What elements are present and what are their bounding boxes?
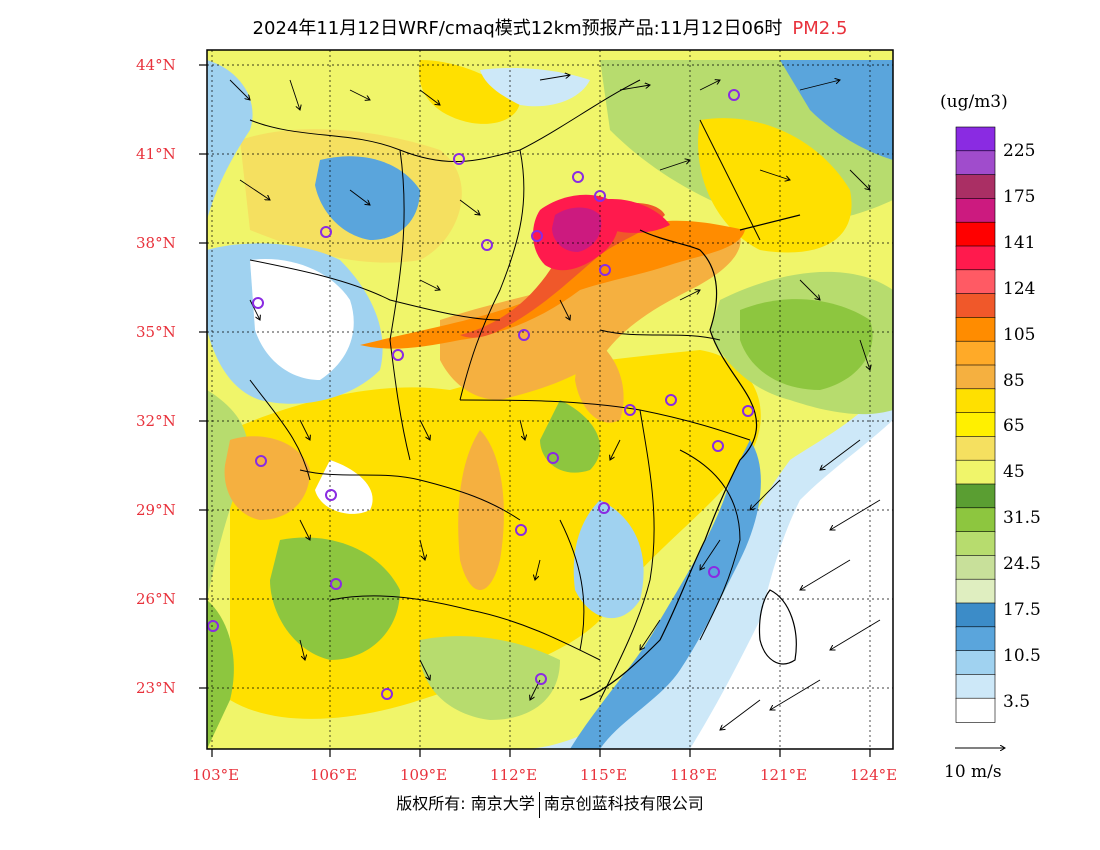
legend-label: 141 [1003,233,1036,253]
lon-label-115: 115°E [580,766,628,784]
legend-swatch [955,221,996,247]
legend-swatch [955,578,996,604]
legend-colorbar [955,126,996,723]
wind-scale-label: 10 m/s [944,762,1002,782]
lat-label-26: 26°N [136,590,176,608]
legend-unit: (ug/m3) [940,92,1008,112]
lat-label-35: 35°N [136,323,176,341]
legend-label: 124 [1003,279,1036,299]
lat-label-29: 29°N [136,501,176,519]
copyright-divider [538,791,540,818]
graticule [207,50,893,749]
legend-label: 24.5 [1003,554,1041,574]
legend-swatch [955,198,996,223]
wind-vectors [229,75,881,730]
legend-swatch [955,459,996,485]
copyright: 版权所有: 南京大学 南京创蓝科技有限公司 [0,790,1100,818]
legend-swatch [955,555,996,581]
legend-swatch [955,697,996,723]
legend-label: 225 [1003,141,1036,161]
legend-label: 3.5 [1003,692,1031,712]
legend-swatch [955,602,996,628]
legend-swatch [955,436,996,461]
title-main: 2024年11月12日WRF/cmaq模式12km预报产品:11月12日06时 [252,18,783,39]
lat-label-32: 32°N [136,412,176,430]
concentration-field [207,50,893,749]
legend-swatch [955,674,996,700]
province-boundaries [249,79,761,701]
legend-swatch [955,150,996,176]
title-pollutant: PM2.5 [792,18,848,39]
legend-label: 31.5 [1003,508,1041,528]
lon-label-103: 103°E [192,766,240,784]
city-markers [207,89,754,700]
lon-label-118: 118°E [670,766,718,784]
copyright-right: 南京创蓝科技有限公司 [543,794,704,813]
legend-label: 10.5 [1003,646,1041,666]
copyright-left: 版权所有: 南京大学 [396,794,535,813]
axis-ticks [199,64,871,757]
map-title: 2024年11月12日WRF/cmaq模式12km预报产品:11月12日06时 P… [0,14,1100,40]
legend-swatch [955,293,996,319]
legend-label: 175 [1003,187,1036,207]
lon-label-112: 112°E [490,766,538,784]
legend-label: 105 [1003,325,1036,345]
legend-swatch [955,626,996,652]
legend-label: 85 [1003,371,1025,391]
legend-swatch [955,317,996,342]
legend-label: 17.5 [1003,600,1041,620]
legend-label: 45 [1003,462,1025,482]
lat-label-41: 41°N [136,145,176,163]
lat-label-38: 38°N [136,234,176,252]
legend-swatch [955,126,996,152]
lat-label-23: 23°N [136,679,176,697]
legend-swatch [955,412,996,438]
lat-label-44: 44°N [136,56,176,74]
legend-swatch [955,340,996,366]
map-frame [206,49,894,750]
legend-swatch [955,483,996,509]
coastline [579,214,801,701]
legend-swatch [955,531,996,557]
legend-swatch [955,388,996,414]
legend-swatch [955,174,996,200]
legend-swatch [955,245,996,271]
lon-label-109: 109°E [400,766,448,784]
legend-swatch [955,650,996,676]
lon-label-124: 124°E [850,766,898,784]
lon-label-106: 106°E [310,766,358,784]
legend-swatch [955,269,996,295]
lon-label-121: 121°E [760,766,808,784]
legend-swatch [955,364,996,390]
legend-swatch [955,507,996,533]
legend-label: 65 [1003,416,1025,436]
